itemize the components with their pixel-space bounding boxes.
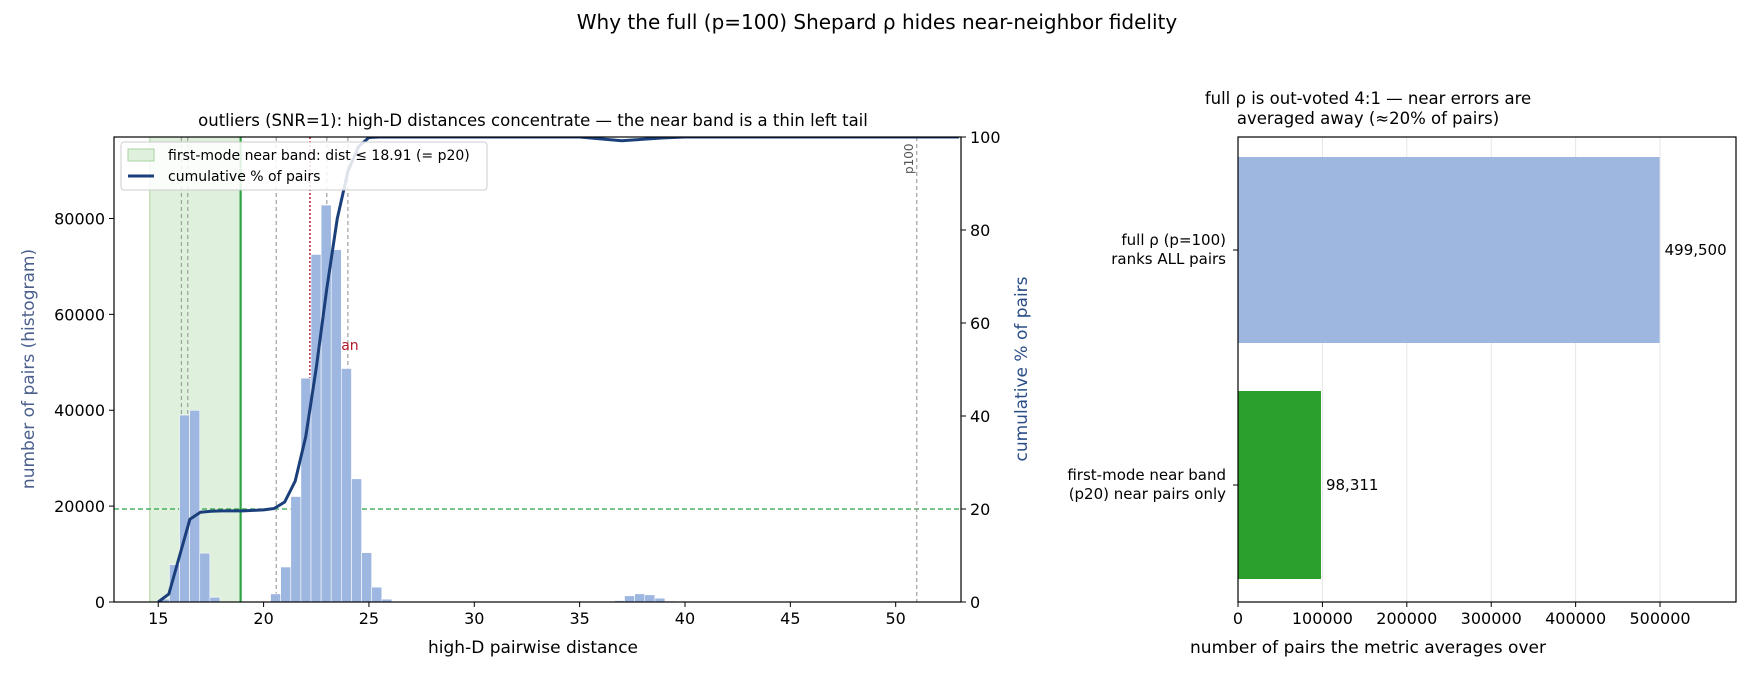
histogram-bar — [290, 496, 302, 603]
pair-count-x-axis-label: number of pairs the metric averages over — [1190, 638, 1546, 658]
x-tick-label: 45 — [780, 609, 800, 628]
category-label: first-mode near band — [1067, 466, 1226, 484]
pair-count-axes: 0 100000 200000 300000 400000 500000 — [1233, 136, 1737, 628]
legend-box — [120, 141, 488, 191]
cumulative-curve — [157, 137, 959, 602]
cumulative-y-axis-label: cumulative % of pairs — [1012, 276, 1032, 461]
histogram-bar — [341, 368, 352, 603]
histogram-bar — [361, 552, 372, 603]
histogram-bar — [199, 552, 211, 603]
histogram-x-axis-label: high-D pairwise distance — [428, 638, 638, 658]
x-tick-label: 50 — [886, 609, 906, 628]
histogram-plot-frame — [113, 136, 962, 603]
x-tick-label: 20 — [253, 609, 273, 628]
histogram-bar — [270, 593, 281, 603]
histogram-bar — [634, 593, 646, 603]
x-tick-label: 0 — [1233, 609, 1243, 628]
category-label: full ρ (p=100) — [1121, 231, 1226, 249]
histogram-bar — [209, 596, 221, 603]
y-tick-label: 80000 — [54, 209, 105, 228]
reference-lines-layer: meanp100 — [114, 137, 961, 602]
legend-swatch-near-band — [127, 148, 155, 162]
pair-count-bars: 499,500 full ρ (p=100)ranks ALL pairs 98,3… — [1067, 157, 1727, 579]
right-y-tick-label: 80 — [970, 221, 990, 240]
p100-label: p100 — [902, 143, 916, 174]
histogram-panel: outliers (SNR=1): high-D distances conce… — [19, 111, 1032, 658]
pair-count-plot-frame — [1237, 136, 1737, 603]
y-tick-label: 40000 — [54, 401, 105, 420]
histogram-bar — [189, 409, 201, 603]
bar-value-label: 499,500 — [1665, 241, 1727, 259]
x-tick-label: 400000 — [1545, 609, 1606, 628]
category-label: ranks ALL pairs — [1111, 250, 1226, 268]
histogram-bar — [330, 249, 342, 603]
near-band-bar — [1238, 391, 1321, 579]
x-tick-label: 25 — [359, 609, 379, 628]
x-tick-label: 30 — [464, 609, 484, 628]
y-tick-label: 60000 — [54, 305, 105, 324]
x-tick-label: 500000 — [1629, 609, 1690, 628]
x-tick-label: 100000 — [1292, 609, 1353, 628]
x-tick-label: 200000 — [1376, 609, 1437, 628]
histogram-y-axis-label: number of pairs (histogram) — [19, 249, 39, 489]
legend: first-mode near band: dist ≤ 18.91 (= p2… — [120, 141, 488, 191]
full-rho-bar — [1238, 157, 1660, 343]
histogram-title: outliers (SNR=1): high-D distances conce… — [198, 111, 868, 130]
x-tick-label: 15 — [148, 609, 168, 628]
histogram-bar — [644, 594, 656, 603]
right-y-tick-label: 60 — [970, 314, 990, 333]
pair-count-title-line-1: full ρ is out-voted 4:1 — near errors ar… — [1205, 89, 1531, 108]
right-y-tick-label: 40 — [970, 407, 990, 426]
x-tick-label: 40 — [675, 609, 695, 628]
legend-label-near-band: first-mode near band: dist ≤ 18.91 (= p2… — [168, 148, 470, 164]
y-tick-label: 0 — [95, 593, 105, 612]
pair-count-panel: full ρ is out-voted 4:1 — near errors ar… — [1067, 89, 1737, 658]
histogram-bar — [371, 586, 383, 603]
right-y-tick-label: 100 — [970, 128, 1001, 147]
category-label: (p20) near pairs only — [1069, 485, 1226, 503]
cumulative-layer — [157, 137, 959, 602]
x-tick-label: 35 — [569, 609, 589, 628]
histogram-bar — [310, 254, 322, 603]
figure-title: Why the full (p=100) Shepard ρ hides nea… — [577, 10, 1178, 34]
y-tick-label: 20000 — [54, 497, 105, 516]
histogram-bar — [179, 414, 190, 603]
histogram-axes: 15 20 25 30 35 40 45 50 0 20000 40000 60000 80000 0 20… — [54, 128, 1000, 628]
histogram-bar — [280, 566, 292, 603]
histogram-bar — [351, 478, 362, 603]
histogram-bar — [624, 595, 635, 603]
legend-label-cumulative: cumulative % of pairs — [168, 169, 320, 185]
pair-count-title-line-2: averaged away (≈20% of pairs) — [1237, 109, 1499, 128]
bar-value-label: 98,311 — [1326, 476, 1379, 494]
x-tick-label: 300000 — [1461, 609, 1522, 628]
right-y-tick-label: 0 — [970, 593, 980, 612]
right-y-tick-label: 20 — [970, 500, 990, 519]
